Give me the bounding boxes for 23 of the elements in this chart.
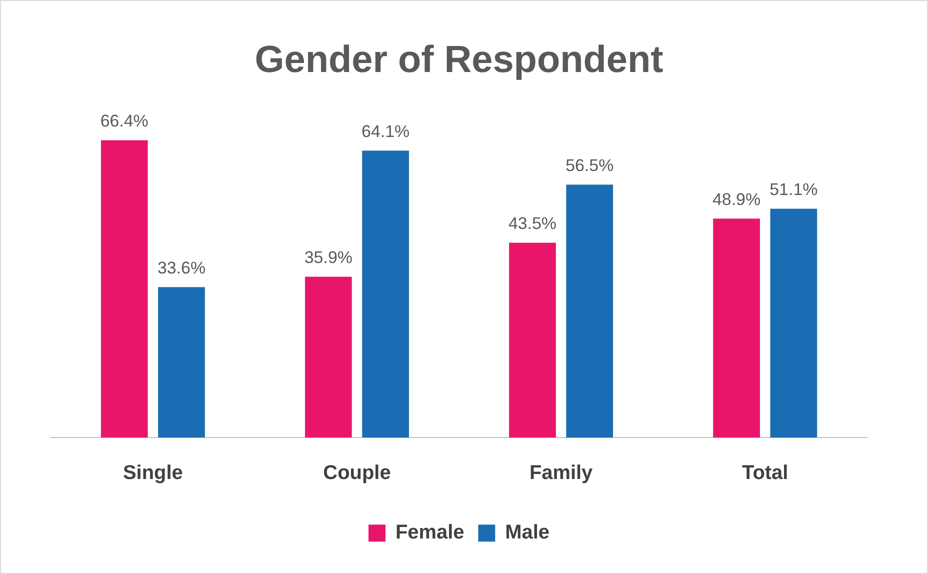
data-label: 43.5% — [508, 214, 557, 234]
data-label: 51.1% — [770, 180, 818, 199]
data-label: 56.5% — [566, 156, 614, 175]
data-label: 48.9% — [712, 190, 761, 209]
legend-label: Female — [395, 522, 464, 544]
legend-label: Male — [505, 522, 550, 544]
bar — [362, 150, 409, 438]
bar — [713, 218, 760, 438]
x-tick-label: Total — [742, 462, 788, 484]
bar — [566, 184, 614, 438]
data-label: 35.9% — [304, 248, 352, 268]
chart-title: Gender of Respondent — [254, 39, 664, 82]
x-tick-label: Couple — [323, 462, 391, 484]
data-label: 66.4% — [100, 112, 148, 131]
bar — [158, 287, 205, 438]
data-label: 33.6% — [157, 258, 206, 278]
x-tick-label: Single — [122, 462, 183, 484]
bar — [100, 140, 148, 438]
bar — [509, 242, 556, 438]
x-tick-label: Family — [529, 462, 593, 484]
bar — [770, 208, 818, 438]
bar — [304, 276, 352, 438]
data-label: 64.1% — [362, 122, 410, 141]
